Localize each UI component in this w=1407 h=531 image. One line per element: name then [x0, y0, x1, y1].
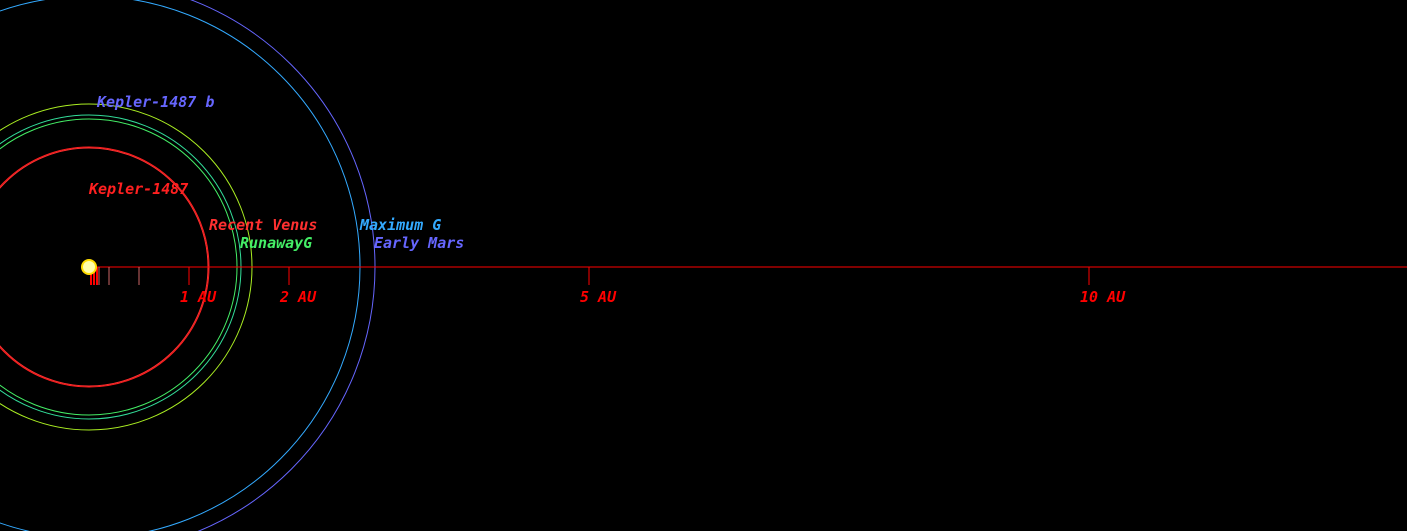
axis-ticks: 1 AU 2 AU 5 AU 10 AU: [90, 267, 1126, 306]
planet-label: Kepler-1487 b: [96, 93, 214, 111]
zone-circle: [189, 0, 376, 531]
zone-label-early-mars: Early Mars: [374, 234, 464, 252]
axis-tick-label: 1 AU: [180, 288, 217, 306]
zone-label-runaway-greenhouse: RunawayG: [240, 234, 312, 252]
diagram-labels: Kepler-1487 b Kepler-1487 Recent Venus R…: [88, 93, 464, 252]
orbit-circles: [0, 0, 376, 531]
zone-circle: [0, 0, 361, 531]
axis-tick-label: 2 AU: [279, 288, 317, 306]
axis-tick-label: 5 AU: [580, 288, 617, 306]
axis-tick-label: 10 AU: [1080, 288, 1126, 306]
zone-label-maximum-greenhouse: Maximum G: [359, 216, 441, 234]
star-core: [83, 261, 95, 273]
star-label: Kepler-1487: [88, 180, 188, 198]
zone-label-recent-venus: Recent Venus: [209, 216, 317, 234]
star-icon: [81, 259, 97, 275]
